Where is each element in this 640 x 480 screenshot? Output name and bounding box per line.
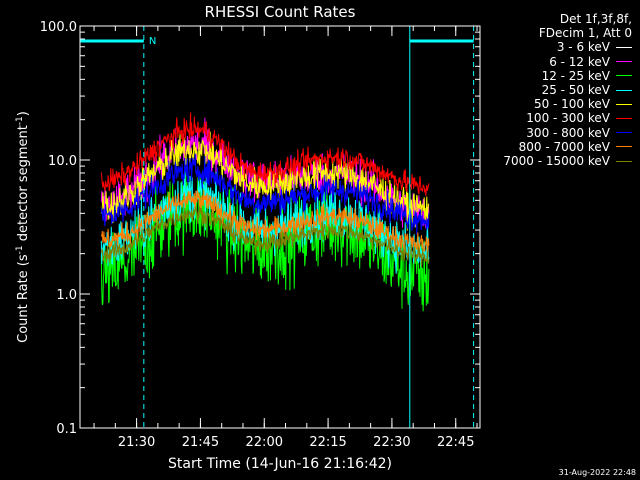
night-marker: N xyxy=(149,36,156,47)
legend: Det 1f,3f,8f, FDecim 1, Att 0 3 - 6 keV 6… xyxy=(503,12,632,168)
x-tick-label: 21:30 xyxy=(118,435,155,450)
series-line xyxy=(100,206,430,268)
y-tick-label: 10.0 xyxy=(48,154,77,169)
y-tick-label: 100.0 xyxy=(40,20,77,35)
x-tick-label: 21:45 xyxy=(182,435,219,450)
plot-frame xyxy=(79,25,481,429)
y-axis-label: Count Rate (s-1 detector segment-1) xyxy=(15,111,31,343)
series-line xyxy=(100,190,430,259)
legend-item-label: 25 - 50 keV xyxy=(541,83,610,98)
legend-item-label: 3 - 6 keV xyxy=(556,40,610,55)
series-line xyxy=(100,153,430,235)
legend-item-label: 6 - 12 keV xyxy=(549,54,610,69)
legend-header-1: Det 1f,3f,8f, xyxy=(559,12,632,26)
legend-item: 7000 - 15000 keV xyxy=(503,154,632,168)
legend-swatch xyxy=(616,160,632,162)
axes: 0.1 1.0 10.0 100.0 21:30 21:45 22:00 22:15 22:30… xyxy=(40,20,480,450)
legend-item: 300 - 800 keV xyxy=(503,126,632,140)
legend-item: 3 - 6 keV xyxy=(503,40,632,54)
legend-swatch xyxy=(616,89,632,91)
legend-item-label: 800 - 7000 keV xyxy=(518,139,610,154)
x-tick-label: 22:15 xyxy=(309,435,346,450)
series-line xyxy=(100,112,430,196)
x-tick-label: 22:30 xyxy=(373,435,410,450)
series-layer xyxy=(100,112,430,328)
legend-item: 12 - 25 keV xyxy=(503,69,632,83)
legend-swatch xyxy=(616,132,632,134)
legend-swatch xyxy=(616,75,632,77)
legend-swatch xyxy=(616,146,632,148)
legend-swatch xyxy=(616,61,632,63)
legend-item: 100 - 300 keV xyxy=(503,111,632,125)
legend-item-label: 300 - 800 keV xyxy=(526,125,610,140)
legend-item-label: 12 - 25 keV xyxy=(541,68,610,83)
legend-header-2: FDecim 1, Att 0 xyxy=(538,26,632,41)
legend-swatch xyxy=(616,103,632,105)
chart-title: RHESSI Count Rates xyxy=(205,3,356,21)
x-tick-label: 22:45 xyxy=(437,435,474,450)
x-axis-label: Start Time (14-Jun-16 21:16:42) xyxy=(168,456,392,472)
legend-item-label: 50 - 100 keV xyxy=(533,97,610,112)
legend-item-label: 7000 - 15000 keV xyxy=(503,154,610,169)
legend-item: 6 - 12 keV xyxy=(503,55,632,69)
date-stamp: 31-Aug-2022 22:48 xyxy=(558,468,636,477)
legend-items: 3 - 6 keV 6 - 12 keV 12 - 25 keV 25 - 50 ke… xyxy=(503,40,632,168)
legend-item: 50 - 100 keV xyxy=(503,97,632,111)
x-tick-label: 22:00 xyxy=(246,435,283,450)
y-tick-label: 0.1 xyxy=(56,422,77,437)
legend-swatch xyxy=(616,118,632,120)
legend-item-label: 100 - 300 keV xyxy=(526,111,610,126)
legend-swatch xyxy=(616,47,632,48)
legend-item: 800 - 7000 keV xyxy=(503,140,632,154)
legend-item: 25 - 50 keV xyxy=(503,83,632,97)
y-tick-label: 1.0 xyxy=(56,288,77,303)
